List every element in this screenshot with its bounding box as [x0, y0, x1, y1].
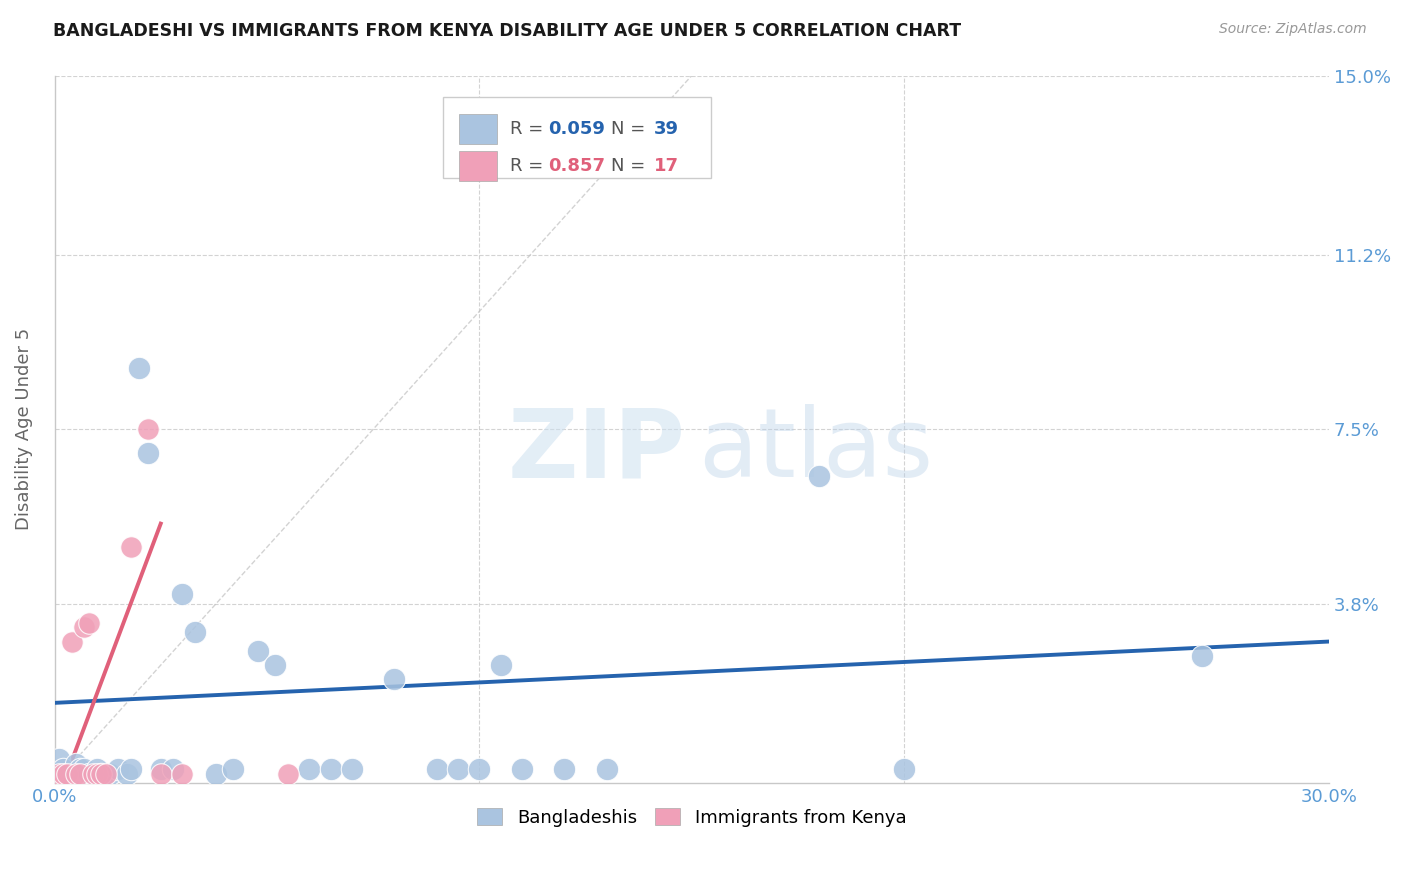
Point: [136, 446, 159, 460]
Point: [90, 766, 112, 780]
Point: [264, 658, 287, 673]
Point: [65, 757, 87, 772]
Text: N =: N =: [612, 157, 651, 175]
Point: [82, 766, 104, 780]
Point: [384, 673, 406, 687]
Point: [170, 587, 193, 601]
Point: [82, 766, 104, 780]
Text: R =: R =: [509, 120, 548, 138]
Point: [426, 762, 449, 776]
Point: [136, 422, 159, 436]
Point: [222, 762, 245, 776]
Point: [170, 766, 193, 780]
Y-axis label: Disability Age Under 5: Disability Age Under 5: [15, 328, 32, 531]
Point: [52, 762, 75, 776]
Text: 0.857: 0.857: [548, 157, 605, 175]
Point: [183, 625, 205, 640]
Point: [73, 620, 96, 634]
Point: [510, 762, 533, 776]
Point: [48, 766, 70, 780]
Legend: Bangladeshis, Immigrants from Kenya: Bangladeshis, Immigrants from Kenya: [470, 801, 914, 834]
FancyBboxPatch shape: [458, 114, 496, 145]
Point: [205, 766, 228, 780]
Point: [298, 762, 321, 776]
Text: ZIP: ZIP: [508, 404, 685, 497]
Point: [149, 766, 172, 780]
FancyBboxPatch shape: [458, 151, 496, 181]
Point: [52, 766, 75, 780]
Point: [893, 762, 915, 776]
Point: [489, 658, 512, 673]
Point: [447, 762, 470, 776]
Text: Source: ZipAtlas.com: Source: ZipAtlas.com: [1219, 22, 1367, 37]
Point: [98, 766, 121, 780]
Point: [73, 762, 96, 776]
Point: [94, 766, 117, 780]
Point: [149, 762, 172, 776]
Point: [120, 540, 142, 554]
Point: [69, 762, 91, 776]
Point: [86, 766, 108, 780]
Text: N =: N =: [612, 120, 651, 138]
Point: [86, 762, 108, 776]
Text: 39: 39: [654, 120, 679, 138]
Point: [468, 762, 491, 776]
Point: [77, 615, 100, 630]
Point: [162, 762, 184, 776]
Point: [65, 766, 87, 780]
Point: [60, 766, 83, 780]
Point: [808, 469, 831, 483]
Point: [120, 762, 142, 776]
Point: [596, 762, 619, 776]
Point: [48, 752, 70, 766]
Text: R =: R =: [509, 157, 548, 175]
Point: [56, 766, 79, 780]
Point: [247, 644, 270, 658]
Point: [90, 766, 112, 780]
Text: atlas: atlas: [699, 404, 934, 497]
Point: [69, 766, 91, 780]
Point: [107, 762, 129, 776]
Point: [56, 766, 79, 780]
Point: [115, 766, 138, 780]
Point: [553, 762, 575, 776]
Point: [128, 361, 150, 376]
Text: 0.059: 0.059: [548, 120, 605, 138]
Point: [60, 634, 83, 648]
Point: [77, 766, 100, 780]
Text: BANGLADESHI VS IMMIGRANTS FROM KENYA DISABILITY AGE UNDER 5 CORRELATION CHART: BANGLADESHI VS IMMIGRANTS FROM KENYA DIS…: [53, 22, 962, 40]
Point: [1191, 648, 1213, 663]
Point: [319, 762, 342, 776]
Point: [277, 766, 299, 780]
Point: [340, 762, 363, 776]
FancyBboxPatch shape: [443, 96, 711, 178]
Text: 17: 17: [654, 157, 679, 175]
